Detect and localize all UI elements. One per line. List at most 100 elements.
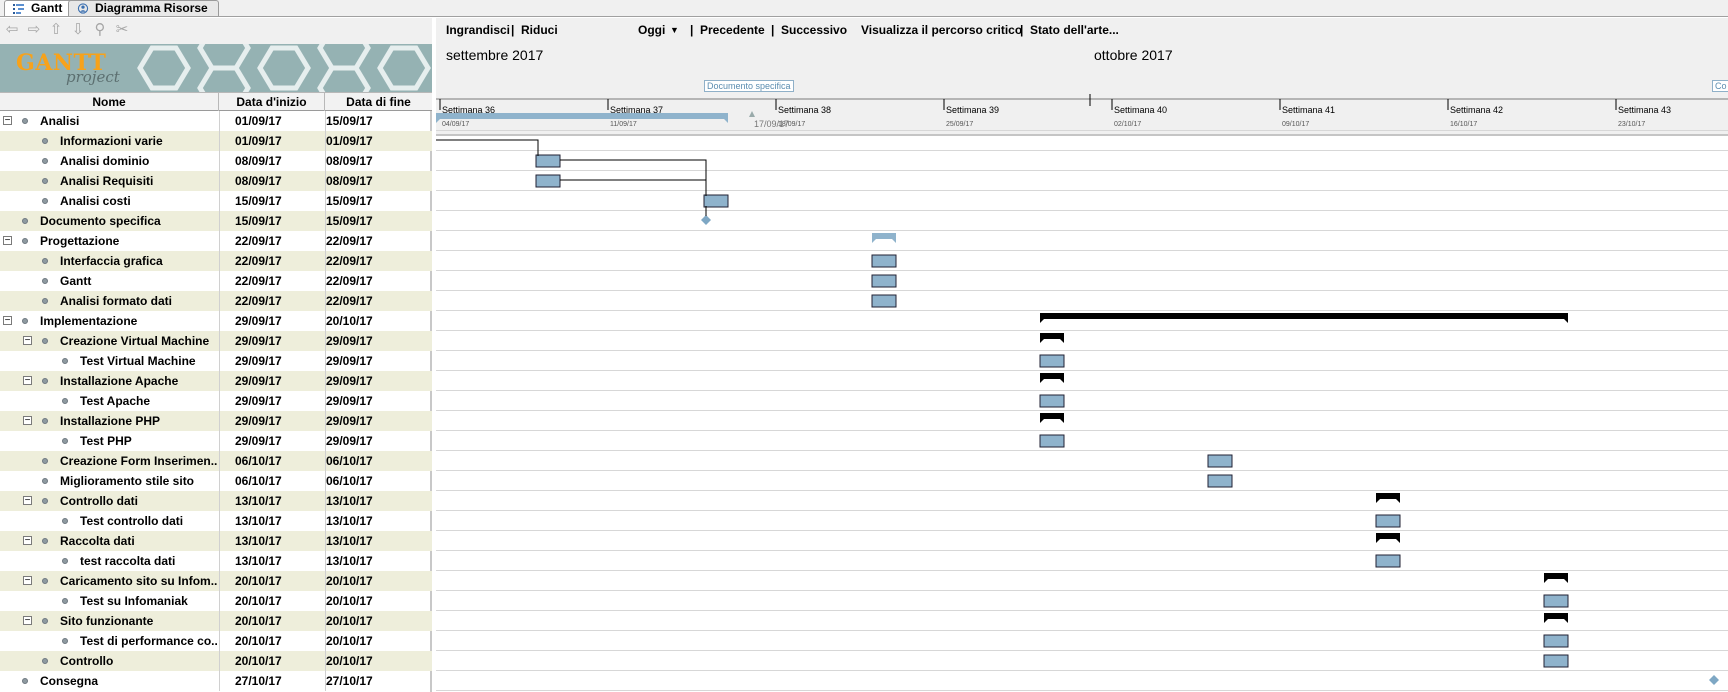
task-end-date[interactable]: 29/09/17 [326,354,373,368]
task-name[interactable]: Test controllo dati [80,514,184,528]
task-start-date[interactable]: 29/09/17 [235,314,282,328]
task-end-date[interactable]: 22/09/17 [326,274,373,288]
up-icon[interactable]: ⇧ [49,21,63,38]
task-start-date[interactable]: 22/09/17 [235,234,282,248]
task-end-date[interactable]: 29/09/17 [326,434,373,448]
task-start-date[interactable]: 22/09/17 [235,254,282,268]
task-start-date[interactable]: 29/09/17 [235,374,282,388]
task-end-date[interactable]: 29/09/17 [326,394,373,408]
task-row[interactable]: Informazioni varie 01/09/17 01/09/17 [0,131,432,151]
task-end-date[interactable]: 13/10/17 [326,494,373,508]
task-row[interactable]: Controllo 20/10/17 20/10/17 [0,651,432,671]
task-end-date[interactable]: 27/10/17 [326,674,373,688]
task-row[interactable]: − Caricamento sito su Infom... 20/10/17 20/… [0,571,432,591]
task-row[interactable]: Test controllo dati 13/10/17 13/10/17 [0,511,432,531]
task-row[interactable]: Consegna 27/10/17 27/10/17 [0,671,432,691]
task-start-date[interactable]: 13/10/17 [235,534,282,548]
task-end-date[interactable]: 29/09/17 [326,414,373,428]
task-name[interactable]: Test su Infomaniak [80,594,188,608]
task-name[interactable]: Test PHP [80,434,132,448]
task-row[interactable]: − Implementazione 29/09/17 20/10/17 [0,311,432,331]
task-row[interactable]: Test Apache 29/09/17 29/09/17 [0,391,432,411]
unlink-icon[interactable]: ✂ [115,21,129,38]
collapse-toggle-icon[interactable]: − [23,615,32,626]
task-end-date[interactable]: 06/10/17 [326,454,373,468]
task-start-date[interactable]: 29/09/17 [235,334,282,348]
column-header-name[interactable]: Nome [0,93,219,111]
task-end-date[interactable]: 08/09/17 [326,174,373,188]
task-start-date[interactable]: 20/10/17 [235,574,282,588]
column-header-start[interactable]: Data d'inizio [219,93,325,111]
task-start-date[interactable]: 20/10/17 [235,614,282,628]
task-name[interactable]: Analisi [40,114,80,128]
task-name[interactable]: Installazione Apache [60,374,179,388]
collapse-toggle-icon[interactable]: − [3,115,12,126]
task-end-date[interactable]: 13/10/17 [326,514,373,528]
task-row[interactable]: Analisi costi 15/09/17 15/09/17 [0,191,432,211]
task-start-date[interactable]: 06/10/17 [235,474,282,488]
task-start-date[interactable]: 20/10/17 [235,634,282,648]
task-row[interactable]: Miglioramento stile sito 06/10/17 06/10/17 [0,471,432,491]
task-row[interactable]: Documento specifica 15/09/17 15/09/17 [0,211,432,231]
task-name[interactable]: Interfaccia grafica [60,254,163,268]
task-start-date[interactable]: 29/09/17 [235,414,282,428]
task-row[interactable]: − Installazione PHP 29/09/17 29/09/17 [0,411,432,431]
link-icon[interactable]: ⚲ [94,21,106,38]
task-start-date[interactable]: 08/09/17 [235,154,282,168]
task-end-date[interactable]: 20/10/17 [326,654,373,668]
task-name[interactable]: Installazione PHP [60,414,161,428]
task-start-date[interactable]: 20/10/17 [235,654,282,668]
task-row[interactable]: − Installazione Apache 29/09/17 29/09/17 [0,371,432,391]
task-start-date[interactable]: 29/09/17 [235,394,282,408]
task-start-date[interactable]: 01/09/17 [235,114,282,128]
tab-gantt[interactable]: Gantt [4,0,74,16]
task-name[interactable]: Sito funzionante [60,614,154,628]
collapse-toggle-icon[interactable]: − [23,335,32,346]
task-name[interactable]: Controllo [60,654,114,668]
task-end-date[interactable]: 15/09/17 [326,114,373,128]
task-start-date[interactable]: 29/09/17 [235,354,282,368]
task-name[interactable]: Analisi formato dati [60,294,173,308]
task-row[interactable]: Interfaccia grafica 22/09/17 22/09/17 [0,251,432,271]
task-name[interactable]: Test di performance co... [80,634,218,648]
collapse-toggle-icon[interactable]: − [23,415,32,426]
task-name[interactable]: Analisi Requisiti [60,174,154,188]
task-start-date[interactable]: 06/10/17 [235,454,282,468]
task-start-date[interactable]: 13/10/17 [235,494,282,508]
task-name[interactable]: Progettazione [40,234,120,248]
task-start-date[interactable]: 08/09/17 [235,174,282,188]
collapse-toggle-icon[interactable]: − [3,235,12,246]
task-row[interactable]: − Controllo dati 13/10/17 13/10/17 [0,491,432,511]
task-row[interactable]: − Creazione Virtual Machine 29/09/17 29/09/… [0,331,432,351]
task-name[interactable]: Creazione Form Inserimen... [60,454,218,468]
task-row[interactable]: − Sito funzionante 20/10/17 20/10/17 [0,611,432,631]
task-start-date[interactable]: 15/09/17 [235,194,282,208]
task-row[interactable]: Test Virtual Machine 29/09/17 29/09/17 [0,351,432,371]
down-icon[interactable]: ⇩ [71,21,85,38]
task-end-date[interactable]: 22/09/17 [326,234,373,248]
task-name[interactable]: Analisi costi [60,194,131,208]
task-name[interactable]: Informazioni varie [60,134,163,148]
task-start-date[interactable]: 01/09/17 [235,134,282,148]
collapse-toggle-icon[interactable]: − [23,375,32,386]
task-row[interactable]: Test di performance co... 20/10/17 20/10/1… [0,631,432,651]
collapse-toggle-icon[interactable]: − [23,495,32,506]
task-start-date[interactable]: 13/10/17 [235,514,282,528]
task-name[interactable]: test raccolta dati [80,554,176,568]
task-end-date[interactable]: 13/10/17 [326,554,373,568]
zoom-out-button[interactable]: Riduci [521,23,558,37]
collapse-toggle-icon[interactable]: − [23,575,32,586]
task-row[interactable]: test raccolta dati 13/10/17 13/10/17 [0,551,432,571]
task-row[interactable]: Creazione Form Inserimen... 06/10/17 06/10… [0,451,432,471]
chevron-down-icon[interactable]: ▼ [670,25,679,35]
task-end-date[interactable]: 15/09/17 [326,194,373,208]
column-header-end[interactable]: Data di fine [346,95,411,109]
task-name[interactable]: Analisi dominio [60,154,150,168]
task-name[interactable]: Consegna [40,674,99,688]
previous-button[interactable]: Precedente [700,23,765,37]
task-name[interactable]: Miglioramento stile sito [60,474,195,488]
task-end-date[interactable]: 06/10/17 [326,474,373,488]
task-start-date[interactable]: 20/10/17 [235,594,282,608]
task-row[interactable]: − Analisi 01/09/17 15/09/17 [0,111,432,131]
task-end-date[interactable]: 20/10/17 [326,594,373,608]
